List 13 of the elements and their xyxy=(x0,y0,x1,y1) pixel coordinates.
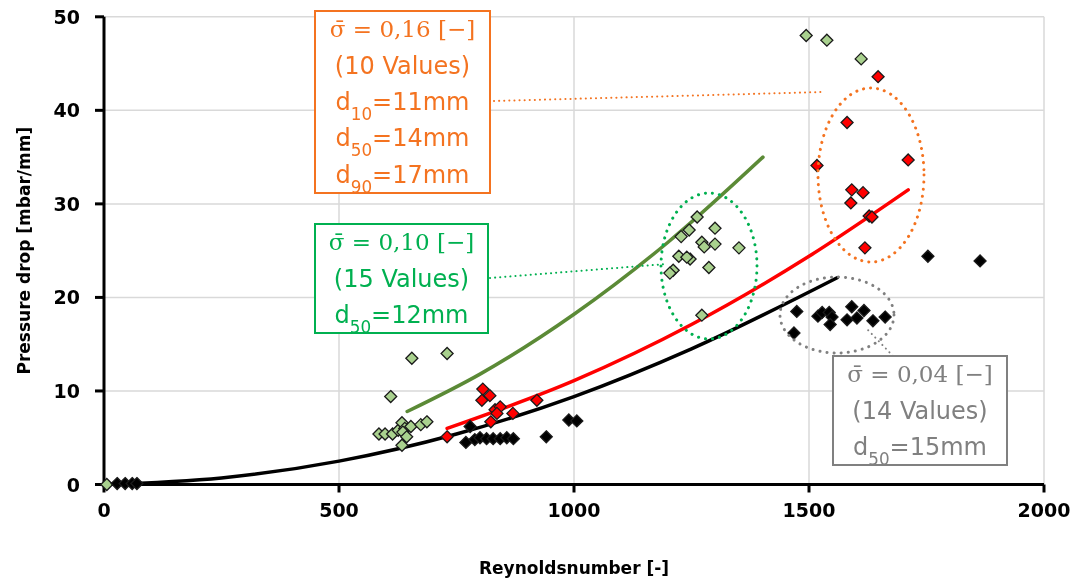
x-tick-label: 1000 xyxy=(547,498,601,521)
y-tick-label: 30 xyxy=(53,192,80,215)
y-tick-label: 40 xyxy=(53,99,80,122)
x-tick-label: 2000 xyxy=(1017,498,1071,521)
x-tick-label: 0 xyxy=(97,498,111,521)
y-tick-label: 10 xyxy=(53,379,80,402)
x-axis-title: Reynoldsnumber [-] xyxy=(478,558,670,578)
x-tick-label: 1500 xyxy=(782,498,836,521)
y-axis-title: Pressure drop [mbar/mm] xyxy=(14,126,34,375)
y-tick-label: 50 xyxy=(53,5,80,28)
x-tick-label: 500 xyxy=(319,498,359,521)
y-tick-label: 0 xyxy=(66,473,80,496)
y-tick-label: 20 xyxy=(53,286,80,309)
